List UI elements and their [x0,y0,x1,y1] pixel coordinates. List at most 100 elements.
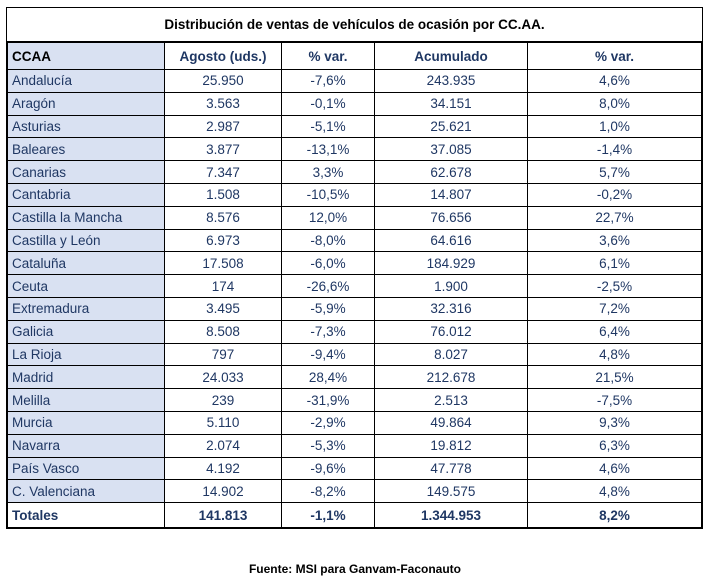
august-var-cell: -9,6% [281,456,375,481]
header-ccaa: CCAA [7,42,165,70]
cumulative-units-cell: 212.678 [374,365,528,390]
total-august-var-cell: -1,1% [281,502,375,529]
table-row: Extremadura 3.495 -5,9% 32.316 7,2% [7,296,702,321]
region-name-cell: Castilla la Mancha [7,205,165,230]
table-row: Castilla y León 6.973 -8,0% 64.616 3,6% [7,228,702,253]
august-var-cell: -7,6% [281,69,375,93]
cumulative-var-cell: 6,3% [527,433,702,458]
header-row: CCAA Agosto (uds.) % var. Acumulado % va… [7,42,702,70]
august-units-cell: 14.902 [164,479,282,504]
cumulative-var-cell: 4,6% [527,69,702,93]
region-name-cell: Cantabria [7,182,165,207]
cumulative-units-cell: 47.778 [374,456,528,481]
cumulative-var-cell: 6,4% [527,319,702,344]
august-var-cell: -6,0% [281,251,375,276]
total-cumulative-var-cell: 8,2% [527,502,702,529]
august-units-cell: 3.495 [164,296,282,321]
august-var-cell: -8,2% [281,479,375,504]
august-units-cell: 797 [164,342,282,367]
table-row: Navarra 2.074 -5,3% 19.812 6,3% [7,433,702,458]
august-var-cell: -10,5% [281,182,375,207]
cumulative-units-cell: 149.575 [374,479,528,504]
august-var-cell: -9,4% [281,342,375,367]
cumulative-var-cell: -7,5% [527,388,702,412]
table-row: Ceuta 174 -26,6% 1.900 -2,5% [7,274,702,298]
header-acumulado: Acumulado [374,42,528,70]
august-units-cell: 17.508 [164,251,282,276]
cumulative-units-cell: 32.316 [374,296,528,321]
region-name-cell: Cataluña [7,251,165,276]
august-var-cell: -26,6% [281,274,375,298]
table-row: Cantabria 1.508 -10,5% 14.807 -0,2% [7,182,702,207]
august-var-cell: -31,9% [281,388,375,412]
august-var-cell: 12,0% [281,205,375,230]
table-row: Baleares 3.877 -13,1% 37.085 -1,4% [7,137,702,162]
cumulative-units-cell: 64.616 [374,228,528,253]
region-name-cell: País Vasco [7,456,165,481]
region-name-cell: Canarias [7,160,165,184]
cumulative-var-cell: 7,2% [527,296,702,321]
august-units-cell: 3.877 [164,137,282,162]
table-row: País Vasco 4.192 -9,6% 47.778 4,6% [7,456,702,481]
cumulative-units-cell: 76.012 [374,319,528,344]
august-var-cell: -2,9% [281,410,375,435]
region-name-cell: C. Valenciana [7,479,165,504]
cumulative-var-cell: -0,2% [527,182,702,207]
region-name-cell: Asturias [7,114,165,139]
august-var-cell: -5,3% [281,433,375,458]
august-units-cell: 5.110 [164,410,282,435]
cumulative-var-cell: 6,1% [527,251,702,276]
region-name-cell: Madrid [7,365,165,390]
table-row: Castilla la Mancha 8.576 12,0% 76.656 22,7% [7,205,702,230]
cumulative-units-cell: 2.513 [374,388,528,412]
cumulative-var-cell: 22,7% [527,205,702,230]
august-units-cell: 3.563 [164,91,282,116]
august-units-cell: 24.033 [164,365,282,390]
table-row: Andalucía 25.950 -7,6% 243.935 4,6% [7,69,702,93]
region-name-cell: Galicia [7,319,165,344]
cumulative-var-cell: 4,8% [527,342,702,367]
august-units-cell: 25.950 [164,69,282,93]
header-var-cumulative: % var. [527,42,702,70]
august-var-cell: -5,9% [281,296,375,321]
region-name-cell: Castilla y León [7,228,165,253]
august-units-cell: 2.987 [164,114,282,139]
cumulative-units-cell: 184.929 [374,251,528,276]
region-name-cell: La Rioja [7,342,165,367]
august-units-cell: 1.508 [164,182,282,207]
table-row: Asturias 2.987 -5,1% 25.621 1,0% [7,114,702,139]
cumulative-units-cell: 8.027 [374,342,528,367]
cumulative-units-cell: 49.864 [374,410,528,435]
table-row: Madrid 24.033 28,4% 212.678 21,5% [7,365,702,390]
totals-row: Totales 141.813 -1,1% 1.344.953 8,2% [7,502,702,529]
cumulative-units-cell: 37.085 [374,137,528,162]
august-var-cell: 28,4% [281,365,375,390]
august-var-cell: -7,3% [281,319,375,344]
cumulative-var-cell: -2,5% [527,274,702,298]
cumulative-units-cell: 62.678 [374,160,528,184]
total-cumulative-units-cell: 1.344.953 [374,502,528,529]
cumulative-units-cell: 76.656 [374,205,528,230]
cumulative-var-cell: 8,0% [527,91,702,116]
cumulative-var-cell: 5,7% [527,160,702,184]
table-title: Distribución de ventas de vehículos de o… [7,8,702,42]
cumulative-var-cell: 9,3% [527,410,702,435]
cumulative-var-cell: 1,0% [527,114,702,139]
table-row: Galicia 8.508 -7,3% 76.012 6,4% [7,319,702,344]
region-name-cell: Extremadura [7,296,165,321]
table-row: Aragón 3.563 -0,1% 34.151 8,0% [7,91,702,116]
region-name-cell: Melilla [7,388,165,412]
cumulative-units-cell: 14.807 [374,182,528,207]
august-units-cell: 8.576 [164,205,282,230]
cumulative-units-cell: 243.935 [374,69,528,93]
table-row: Murcia 5.110 -2,9% 49.864 9,3% [7,410,702,435]
august-units-cell: 8.508 [164,319,282,344]
source-note: Fuente: MSI para Ganvam-Faconauto [248,562,462,576]
august-var-cell: -5,1% [281,114,375,139]
august-units-cell: 6.973 [164,228,282,253]
cumulative-var-cell: 4,8% [527,479,702,504]
sales-table: CCAA Agosto (uds.) % var. Acumulado % va… [7,42,702,529]
august-var-cell: -8,0% [281,228,375,253]
august-var-cell: -13,1% [281,137,375,162]
region-name-cell: Navarra [7,433,165,458]
